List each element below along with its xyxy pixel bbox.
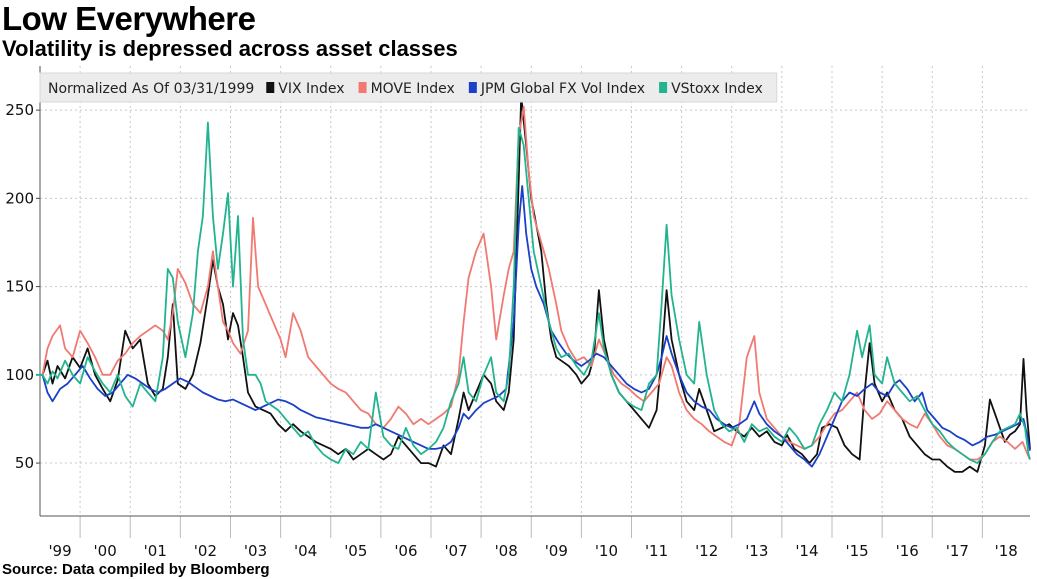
legend-box — [39, 72, 778, 103]
x-tick-label: '06 — [394, 542, 417, 560]
legend-label: MOVE Index — [371, 81, 455, 97]
x-tick-label: '04 — [294, 542, 317, 560]
plot-area — [40, 66, 1030, 516]
series-line-jpm-global-fx-vol-index — [41, 185, 1031, 468]
x-tick-label: '99 — [48, 542, 71, 560]
y-tick-label: 200 — [5, 189, 34, 207]
x-tick-label: '02 — [194, 542, 217, 560]
x-tick-label: '08 — [495, 542, 518, 560]
x-tick-label: '16 — [896, 542, 919, 560]
x-tick-label: '14 — [795, 542, 818, 560]
x-tick-label: '07 — [444, 542, 467, 560]
series-line-move-index — [41, 105, 1031, 461]
x-tick-label: '05 — [344, 542, 367, 560]
y-tick-label: 100 — [5, 366, 34, 384]
legend: Normalized As Of 03/31/1999 VIX Index MOVE… — [39, 72, 778, 103]
x-tick-label: '12 — [695, 542, 718, 560]
legend-swatch — [659, 82, 668, 93]
legend-swatch — [266, 82, 275, 93]
x-tick-label: '10 — [595, 542, 618, 560]
legend-label: VStoxx Index — [671, 81, 763, 97]
x-tick-label: '18 — [995, 542, 1018, 560]
x-tick-label: '03 — [244, 542, 267, 560]
axes: 50 100 150 200 250 '99 '00 '01 '02 '03 '04 '05 '06 '0… — [5, 66, 1030, 560]
series-line-vstoxx-index — [41, 121, 1031, 464]
x-tick-label: '13 — [745, 542, 768, 560]
x-tick-label: '01 — [144, 542, 167, 560]
x-tick-label: '15 — [845, 542, 868, 560]
legend-swatch — [468, 82, 477, 93]
chart-subtitle: Volatility is depressed across asset cla… — [2, 36, 458, 61]
y-tick-label: 50 — [15, 454, 34, 472]
legend-swatch — [358, 82, 367, 93]
legend-label: VIX Index — [278, 81, 344, 97]
source-note: Source: Data compiled by Bloomberg — [2, 561, 270, 578]
legend-label: JPM Global FX Vol Index — [480, 81, 645, 97]
series-line-vix-index — [41, 95, 1031, 473]
chart-title: Low Everywhere — [2, 0, 256, 37]
legend-title: Normalized As Of 03/31/1999 — [48, 81, 254, 97]
series-lines — [41, 95, 1031, 473]
y-tick-label: 150 — [5, 278, 34, 296]
y-tick-label: 250 — [5, 101, 34, 119]
x-tick-label: '17 — [946, 542, 969, 560]
x-tick-label: '00 — [94, 542, 117, 560]
x-tick-label: '11 — [645, 542, 668, 560]
x-tick-label: '09 — [545, 542, 568, 560]
